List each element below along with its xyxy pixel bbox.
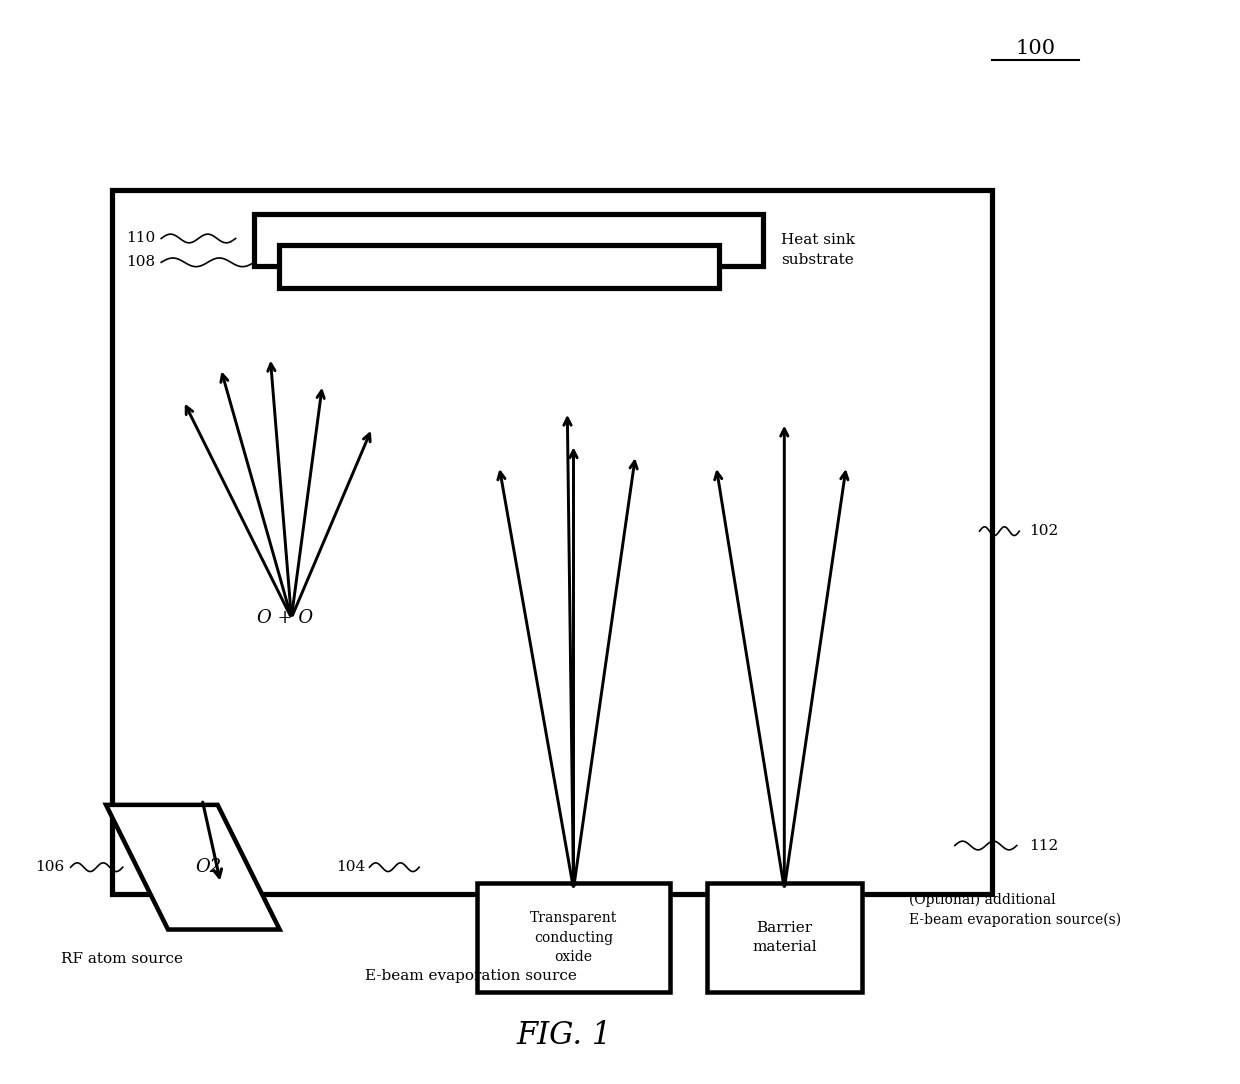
Text: O2: O2 [195, 859, 222, 876]
Text: 110: 110 [125, 232, 155, 245]
Polygon shape [107, 804, 280, 929]
Bar [477, 883, 670, 992]
Text: 104: 104 [336, 861, 366, 874]
Text: 102: 102 [1029, 525, 1059, 538]
Text: 100: 100 [1016, 39, 1055, 59]
Text: Barrier
material: Barrier material [751, 921, 817, 954]
Text: (Optional) additional
E-beam evaporation source(s): (Optional) additional E-beam evaporation… [909, 892, 1121, 927]
Text: Heat sink
substrate: Heat sink substrate [781, 233, 856, 267]
Text: RF atom source: RF atom source [61, 953, 182, 966]
Bar [254, 214, 763, 266]
Text: 112: 112 [1029, 839, 1059, 852]
Text: E-beam evaporation source: E-beam evaporation source [366, 969, 577, 982]
Bar [279, 245, 719, 288]
Text: 106: 106 [35, 861, 64, 874]
Text: Transparent
conducting
oxide: Transparent conducting oxide [529, 912, 618, 964]
Text: O + O: O + O [257, 609, 314, 627]
Bar [707, 883, 862, 992]
Text: FIG. 1: FIG. 1 [517, 1020, 611, 1050]
Bar [112, 190, 992, 894]
Text: 108: 108 [126, 256, 155, 269]
